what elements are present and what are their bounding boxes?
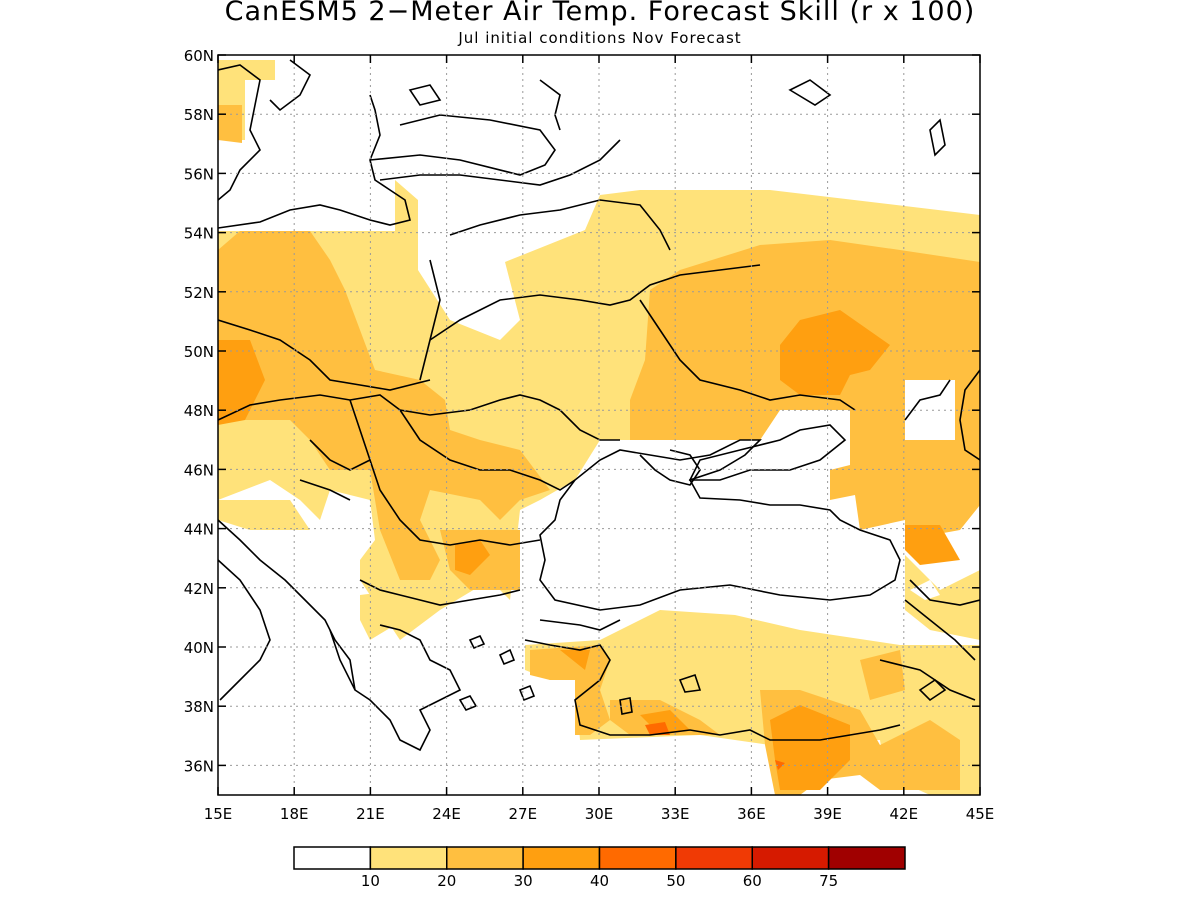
lat-tick-label: 38N [184, 698, 214, 716]
lat-tick-label: 44N [184, 521, 214, 539]
lat-tick-label: 50N [184, 343, 214, 361]
lon-tick-label: 36E [737, 805, 766, 823]
legend-swatch [751, 846, 830, 870]
lat-tick-label: 40N [184, 639, 214, 657]
no-skill-area [330, 380, 955, 600]
legend-label: 40 [590, 872, 609, 890]
skill-field [218, 60, 980, 795]
lon-tick-label: 33E [661, 805, 690, 823]
lat-tick-label: 58N [184, 106, 214, 124]
skill-20-30-area [218, 105, 980, 795]
coastlines-borders [218, 59, 980, 752]
chart-title: CanESM5 2−Meter Air Temp. Forecast Skill… [224, 0, 976, 27]
legend-swatch [675, 846, 753, 870]
lat-tick-label: 48N [184, 402, 214, 420]
lat-tick-label: 52N [184, 284, 214, 302]
lon-tick-label: 42E [890, 805, 919, 823]
lon-tick-label: 18E [280, 805, 309, 823]
lat-tick-label: 56N [184, 165, 214, 183]
legend-label: 60 [743, 872, 762, 890]
legend-swatch [827, 846, 906, 870]
lon-tick-label: 39E [813, 805, 842, 823]
lon-tick-label: 45E [966, 805, 995, 823]
legend-swatch [446, 846, 524, 870]
lon-tick-label: 15E [204, 805, 233, 823]
lon-tick-label: 24E [432, 805, 461, 823]
lat-tick-label: 36N [184, 757, 214, 775]
lat-tick-label: 42N [184, 580, 214, 598]
lon-tick-label: 27E [509, 805, 538, 823]
legend-label: 75 [819, 872, 838, 890]
lat-tick-label: 60N [184, 47, 214, 65]
legend-swatch [293, 846, 372, 870]
legend-swatch [369, 846, 448, 870]
legend-label: 10 [361, 872, 380, 890]
lon-tick-label: 30E [585, 805, 614, 823]
lat-tick-label: 46N [184, 461, 214, 479]
legend-swatch [522, 846, 601, 870]
lon-tick-label: 21E [356, 805, 385, 823]
map-axes: 15E 18E 21E 24E 27E 30E 33E 36E 39E 42E 45E 36N 38N 4… [184, 47, 995, 823]
legend-label: 20 [437, 872, 456, 890]
legend-label: 30 [514, 872, 533, 890]
legend-swatch [598, 846, 677, 870]
legend-label: 50 [666, 872, 685, 890]
skill-40-50-area [645, 722, 785, 770]
lat-tick-label: 54N [184, 225, 214, 243]
color-legend: 10 20 30 40 50 60 75 [293, 846, 906, 890]
graticule [218, 55, 980, 795]
chart-subtitle: Jul initial conditions Nov Forecast [458, 29, 742, 47]
